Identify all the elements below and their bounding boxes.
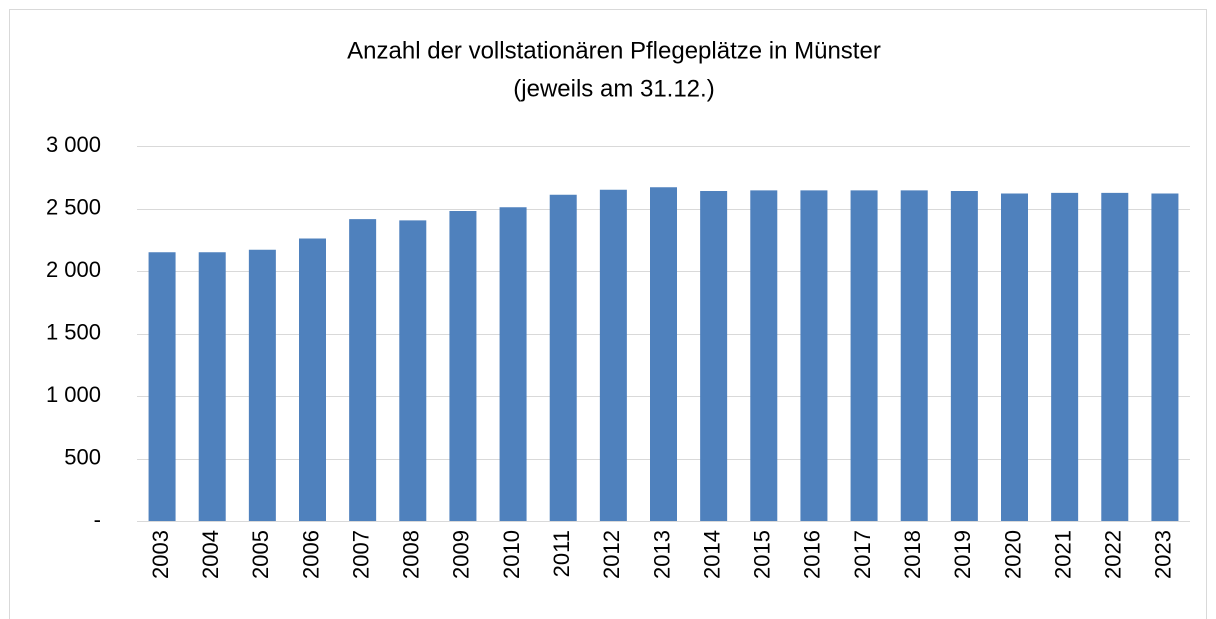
x-tick-label: 2014 [699,530,724,579]
bar [399,220,427,521]
y-tick-label: 500 [64,444,101,469]
bar [1101,192,1129,521]
x-tick-label: 2006 [298,530,323,579]
bar [299,238,326,521]
chart-subtitle: (jeweils am 31.12.) [513,75,714,102]
x-tick-label: 2016 [800,530,825,579]
bar [1051,192,1079,521]
bar [1151,193,1179,521]
x-tick-label: 2007 [348,530,373,579]
x-tick-label: 2022 [1101,530,1126,579]
x-tick-label: 2011 [549,530,574,577]
x-tick-label: 2010 [499,530,524,579]
x-tick-label: 2003 [148,530,173,579]
bar [248,249,276,521]
y-tick-label: - [94,507,101,532]
x-tick-label: 2023 [1151,530,1176,579]
bar [148,252,176,521]
bar [800,190,828,521]
bar [499,207,527,521]
x-tick-label: 2021 [1050,530,1075,579]
x-tick-label: 2012 [599,530,624,579]
bar [750,190,778,521]
x-tick-label: 2009 [449,530,474,579]
bar [900,190,928,521]
y-tick-label: 3 000 [46,132,101,157]
bar [349,219,377,521]
x-tick-label: 2020 [1000,530,1025,579]
bar [850,190,878,521]
bar [198,252,226,521]
bar [1001,193,1028,521]
bar [700,191,728,521]
x-tick-label: 2004 [198,530,223,579]
bar [650,187,677,521]
y-tick-label: 1 500 [46,319,101,344]
x-tick-label: 2005 [248,530,273,579]
x-tick-label: 2008 [399,530,424,579]
bar [599,189,627,521]
x-tick-label: 2017 [850,530,875,579]
x-tick-label: 2015 [750,530,775,579]
y-tick-label: 2 000 [46,257,101,282]
bar [950,191,978,521]
y-tick-label: 2 500 [46,194,101,219]
bar [549,194,577,521]
x-tick-label: 2019 [950,530,975,579]
bar [449,211,477,521]
chart-title: Anzahl der vollstationären Pflegeplätze … [347,37,881,64]
y-tick-label: 1 000 [46,382,101,407]
x-tick-label: 2013 [649,530,674,579]
x-tick-label: 2018 [900,530,925,579]
